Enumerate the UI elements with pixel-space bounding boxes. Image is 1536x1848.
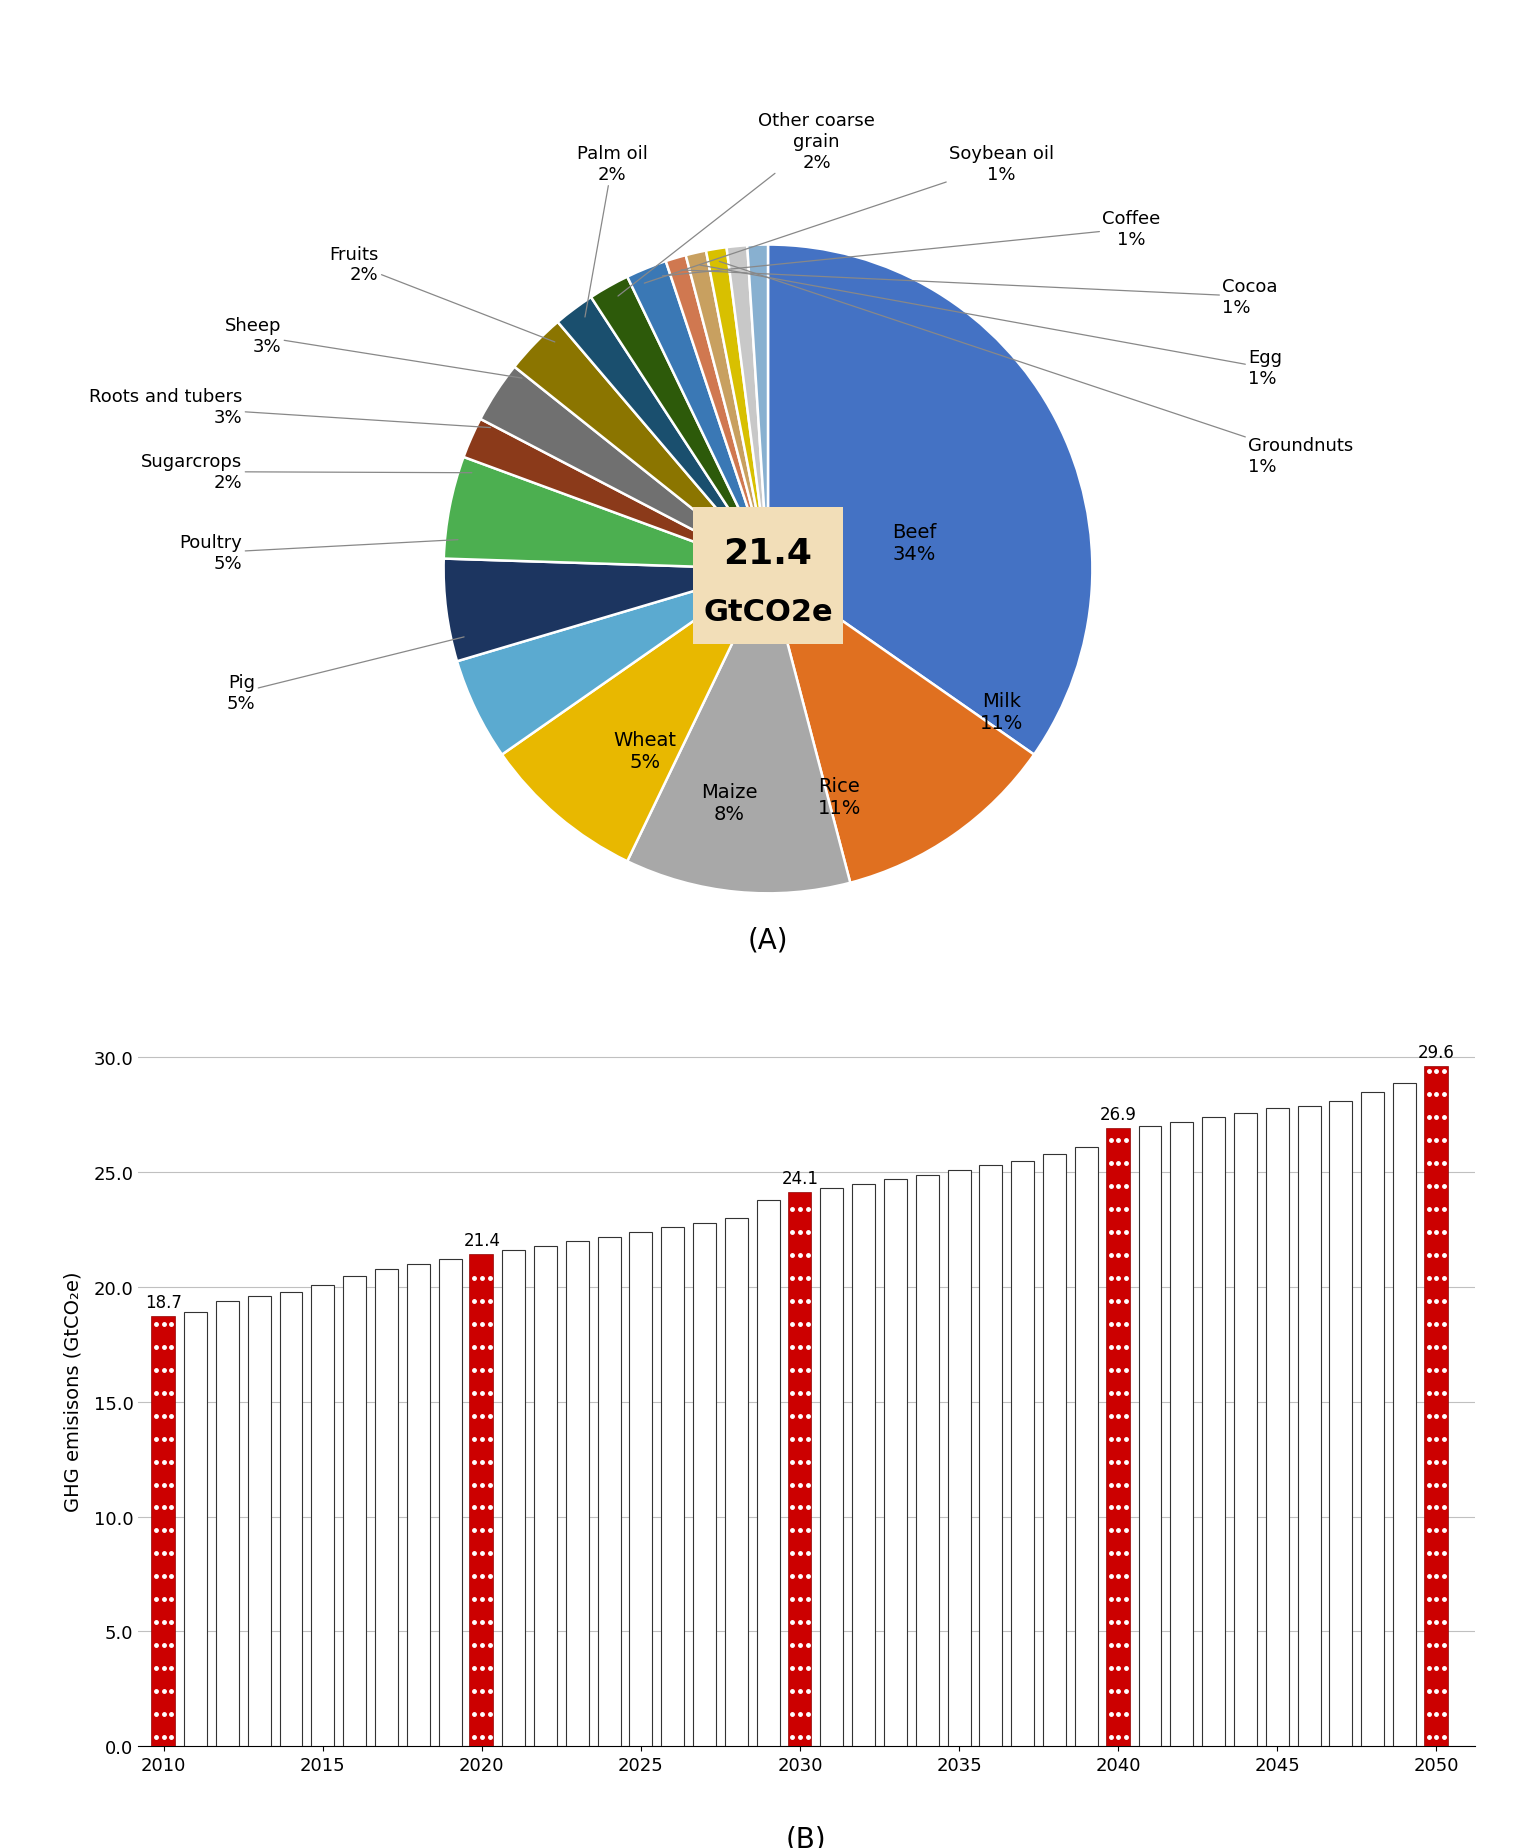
Wedge shape: [768, 246, 1092, 756]
Text: Milk
11%: Milk 11%: [980, 691, 1023, 734]
Wedge shape: [458, 569, 768, 756]
Bar: [1425, 1066, 1448, 1746]
Wedge shape: [558, 298, 768, 569]
Bar: [885, 1179, 906, 1746]
Bar: [1298, 1105, 1321, 1746]
Wedge shape: [444, 458, 768, 569]
Text: GtCO2e: GtCO2e: [703, 597, 833, 626]
Text: Cocoa
1%: Cocoa 1%: [680, 272, 1278, 316]
Text: Palm oil
2%: Palm oil 2%: [578, 144, 648, 318]
Text: Coffee
1%: Coffee 1%: [662, 211, 1160, 277]
Bar: [948, 1170, 971, 1746]
Bar: [343, 1275, 366, 1746]
Text: Groundnuts
1%: Groundnuts 1%: [719, 262, 1353, 475]
Text: Wheat
5%: Wheat 5%: [613, 730, 676, 772]
Text: Roots and tubers
3%: Roots and tubers 3%: [89, 388, 490, 429]
Wedge shape: [502, 569, 768, 861]
Wedge shape: [665, 257, 768, 569]
Bar: [915, 1175, 938, 1746]
Bar: [1393, 1083, 1416, 1746]
Bar: [1107, 1129, 1129, 1746]
Bar: [184, 1312, 207, 1746]
Bar: [757, 1199, 780, 1746]
Bar: [788, 1194, 811, 1746]
Text: Other coarse
grain
2%: Other coarse grain 2%: [617, 113, 876, 298]
Wedge shape: [481, 368, 768, 569]
Text: 24.1: 24.1: [782, 1170, 819, 1188]
Bar: [1011, 1161, 1034, 1746]
Bar: [217, 1301, 238, 1746]
Text: Pig
5%: Pig 5%: [227, 638, 464, 711]
Wedge shape: [746, 246, 768, 569]
Bar: [565, 1242, 588, 1746]
Bar: [407, 1264, 430, 1746]
Bar: [312, 1284, 335, 1746]
Bar: [1043, 1155, 1066, 1746]
Text: Maize
8%: Maize 8%: [700, 782, 757, 824]
Wedge shape: [727, 246, 768, 569]
Text: Rice
11%: Rice 11%: [817, 776, 862, 817]
Bar: [1203, 1118, 1226, 1746]
Bar: [1138, 1127, 1161, 1746]
Bar: [788, 1194, 811, 1746]
Wedge shape: [627, 262, 768, 569]
Bar: [1233, 1112, 1256, 1746]
Bar: [152, 1318, 175, 1746]
Text: Soybean oil
1%: Soybean oil 1%: [644, 144, 1054, 285]
Bar: [152, 1318, 175, 1746]
Bar: [598, 1236, 621, 1746]
Bar: [247, 1297, 270, 1746]
Bar: [1425, 1066, 1448, 1746]
Wedge shape: [627, 569, 851, 894]
Text: (B): (B): [786, 1824, 826, 1848]
FancyBboxPatch shape: [693, 508, 843, 645]
Text: 21.4: 21.4: [464, 1231, 501, 1249]
Text: (A): (A): [748, 926, 788, 954]
Text: Fruits
2%: Fruits 2%: [329, 246, 554, 342]
Wedge shape: [685, 251, 768, 569]
Wedge shape: [515, 323, 768, 569]
Wedge shape: [591, 277, 768, 569]
Bar: [820, 1188, 843, 1746]
Text: Egg
1%: Egg 1%: [700, 266, 1283, 388]
Y-axis label: GHG emisisons (GtCO₂e): GHG emisisons (GtCO₂e): [63, 1270, 83, 1512]
Text: 18.7: 18.7: [146, 1294, 183, 1312]
Bar: [535, 1246, 558, 1746]
Wedge shape: [707, 248, 768, 569]
Text: 21.4: 21.4: [723, 536, 813, 571]
Wedge shape: [444, 560, 768, 662]
Text: Beef
34%: Beef 34%: [892, 523, 935, 564]
Bar: [980, 1166, 1003, 1746]
Bar: [725, 1218, 748, 1746]
Text: Poultry
5%: Poultry 5%: [180, 534, 458, 573]
Bar: [1361, 1092, 1384, 1746]
Text: 29.6: 29.6: [1418, 1044, 1455, 1061]
Text: Sugarcrops
2%: Sugarcrops 2%: [141, 453, 472, 492]
Bar: [1107, 1129, 1129, 1746]
Bar: [1170, 1122, 1193, 1746]
Wedge shape: [464, 419, 768, 569]
Text: 26.9: 26.9: [1100, 1105, 1137, 1124]
Wedge shape: [768, 569, 1034, 883]
Bar: [662, 1227, 684, 1746]
Bar: [470, 1255, 493, 1746]
Bar: [1266, 1109, 1289, 1746]
Bar: [470, 1255, 493, 1746]
Bar: [375, 1270, 398, 1746]
Bar: [1330, 1101, 1352, 1746]
Bar: [630, 1233, 653, 1746]
Bar: [852, 1185, 876, 1746]
Bar: [280, 1292, 303, 1746]
Bar: [439, 1260, 461, 1746]
Bar: [502, 1251, 525, 1746]
Bar: [1075, 1148, 1098, 1746]
Bar: [693, 1223, 716, 1746]
Text: Sheep
3%: Sheep 3%: [224, 316, 522, 379]
